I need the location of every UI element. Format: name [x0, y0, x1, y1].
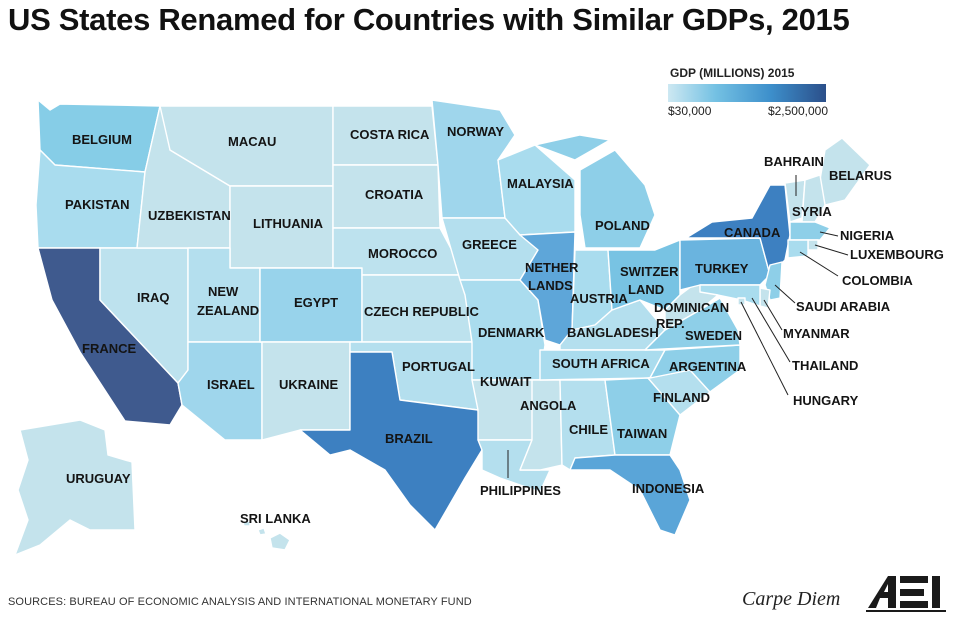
label-argentina: ARGENTINA: [669, 359, 747, 374]
label-rep: REP.: [656, 316, 685, 331]
label-morocco: MOROCCO: [368, 246, 437, 261]
label-uzbekistan: UZBEKISTAN: [148, 208, 231, 223]
state-alaska: [14, 419, 136, 556]
label-belgium: BELGIUM: [72, 132, 132, 147]
label-thailand: THAILAND: [792, 358, 858, 373]
label-czech-republic: CZECH REPUBLIC: [364, 304, 479, 319]
legend-min-label: $30,000: [668, 104, 712, 118]
label-lithuania: LITHUANIA: [253, 216, 324, 231]
label-chile: CHILE: [569, 422, 608, 437]
label-uruguay: URUGUAY: [66, 471, 131, 486]
label-austria: AUSTRIA: [570, 291, 628, 306]
map-title: US States Renamed for Countries with Sim…: [8, 2, 850, 37]
label-brazil: BRAZIL: [385, 431, 433, 446]
state-florida: [569, 454, 691, 536]
label-syria: SYRIA: [792, 204, 832, 219]
legend-title: GDP (MILLIONS) 2015: [670, 66, 795, 80]
state-hawaii: [242, 520, 291, 551]
label-ukraine: UKRAINE: [279, 377, 339, 392]
state-dc: [737, 297, 746, 306]
label-south-africa: SOUTH AFRICA: [552, 356, 650, 371]
aei-logo: [866, 576, 946, 612]
label-macau: MACAU: [228, 134, 276, 149]
leader-lines: [507, 175, 849, 478]
label-hungary: HUNGARY: [793, 393, 859, 408]
label-zealand: ZEALAND: [197, 303, 259, 318]
label-malaysia: MALAYSIA: [507, 176, 574, 191]
label-lands: LANDS: [528, 278, 573, 293]
label-land: LAND: [628, 282, 664, 297]
label-switzer: SWITZER: [620, 264, 679, 279]
blog-name: Carpe Diem: [742, 588, 841, 610]
label-philippines: PHILIPPINES: [480, 483, 561, 498]
label-iraq: IRAQ: [137, 290, 170, 305]
label-croatia: CROATIA: [365, 187, 424, 202]
state-massachusetts: [789, 221, 831, 241]
label-pakistan: PAKISTAN: [65, 197, 130, 212]
label-poland: POLAND: [595, 218, 650, 233]
state-georgia: [604, 377, 681, 456]
label-new: NEW: [208, 284, 239, 299]
state-north-carolina: [649, 344, 741, 393]
label-belarus: BELARUS: [829, 168, 892, 183]
label-myanmar: MYANMAR: [783, 326, 850, 341]
label-luxembourg: LUXEMBOURG: [850, 247, 944, 262]
label-norway: NORWAY: [447, 124, 504, 139]
state-michigan: [534, 134, 656, 249]
state-new-hampshire: [801, 174, 826, 223]
label-finland: FINLAND: [653, 390, 710, 405]
label-colombia: COLOMBIA: [842, 273, 913, 288]
label-saudi-arabia: SAUDI ARABIA: [796, 299, 891, 314]
label-sri-lanka: SRI LANKA: [240, 511, 311, 526]
label-canada: CANADA: [724, 225, 781, 240]
label-nether: NETHER: [525, 260, 579, 275]
source-note: SOURCES: BUREAU OF ECONOMIC ANALYSIS AND…: [8, 596, 472, 608]
gdp-legend: GDP (MILLIONS) 2015 $30,000 $2,500,000: [668, 66, 828, 118]
label-dominican: DOMINICAN: [654, 300, 729, 315]
label-egypt: EGYPT: [294, 295, 338, 310]
state-texas: [299, 351, 483, 531]
label-bahrain: BAHRAIN: [764, 154, 824, 169]
label-indonesia: INDONESIA: [632, 481, 705, 496]
label-bangladesh: BANGLADESH: [567, 325, 659, 340]
label-israel: ISRAEL: [207, 377, 255, 392]
state-new-york: [685, 184, 791, 276]
label-costa-rica: COSTA RICA: [350, 127, 430, 142]
legend-max-label: $2,500,000: [767, 104, 828, 118]
legend-gradient: [668, 84, 826, 102]
label-sweden: SWEDEN: [685, 328, 742, 343]
label-greece: GREECE: [462, 237, 517, 252]
label-taiwan: TAIWAN: [617, 426, 667, 441]
label-nigeria: NIGERIA: [840, 228, 895, 243]
label-turkey: TURKEY: [695, 261, 749, 276]
label-france: FRANCE: [82, 341, 136, 356]
label-portugal: PORTUGAL: [402, 359, 475, 374]
label-kuwait: KUWAIT: [480, 374, 531, 389]
label-denmark: DENMARK: [478, 325, 545, 340]
state-delaware: [759, 287, 771, 309]
label-angola: ANGOLA: [520, 398, 577, 413]
